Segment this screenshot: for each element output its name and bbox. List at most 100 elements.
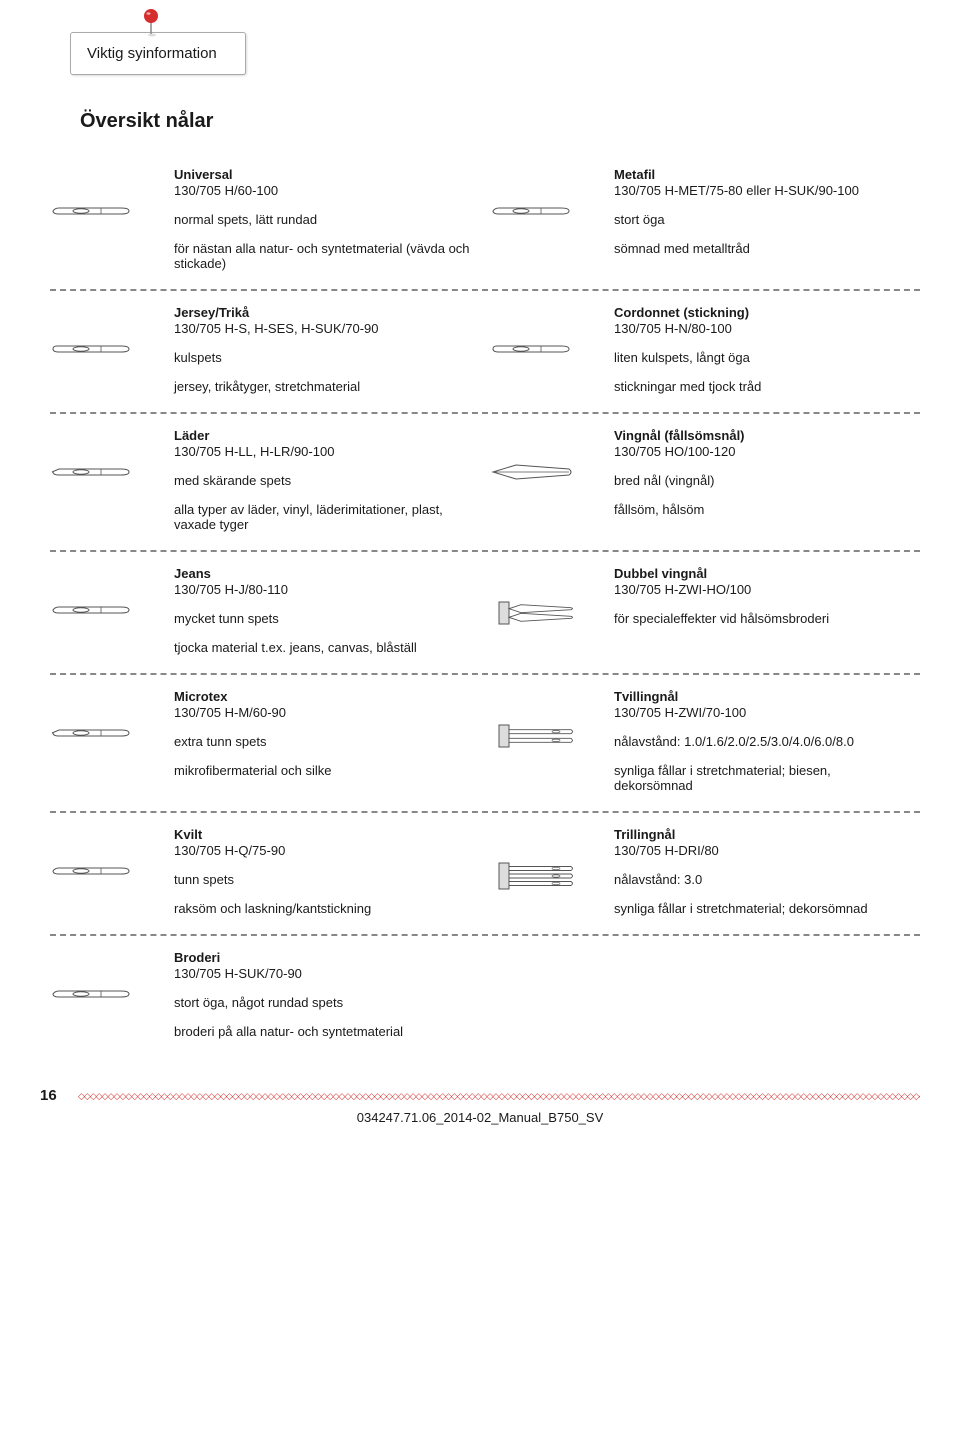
pin-icon — [140, 8, 162, 38]
needle-tip: stort öga, något rundad spets — [174, 995, 470, 1010]
needle-cell: Jeans 130/705 H-J/80-110 mycket tunn spe… — [50, 566, 480, 659]
needle-tip: tunn spets — [174, 872, 470, 887]
needle-spec: 130/705 H-ZWI/70-100 — [614, 705, 910, 720]
needle-spec: 130/705 H-DRI/80 — [614, 843, 910, 858]
needle-text: Jeans 130/705 H-J/80-110 mycket tunn spe… — [174, 566, 480, 659]
needle-use: alla typer av läder, vinyl, läderimitati… — [174, 502, 470, 532]
needle-use: raksöm och laskning/kantstickning — [174, 901, 470, 916]
needle-icon — [50, 566, 140, 620]
page-number: 16 — [40, 1087, 70, 1104]
needle-row: Microtex 130/705 H-M/60-90 extra tunn sp… — [50, 675, 920, 813]
needle-cell: Broderi 130/705 H-SUK/70-90 stort öga, n… — [50, 950, 480, 1043]
needle-title: Trillingnål — [614, 827, 910, 842]
needle-icon — [50, 167, 140, 221]
needle-spec: 130/705 H-S, H-SES, H-SUK/70-90 — [174, 321, 470, 336]
needle-text: Broderi 130/705 H-SUK/70-90 stort öga, n… — [174, 950, 480, 1043]
needle-tip: mycket tunn spets — [174, 611, 470, 626]
needle-icon — [490, 827, 580, 891]
needle-tip: nålavstånd: 3.0 — [614, 872, 910, 887]
needle-title: Vingnål (fållsömsnål) — [614, 428, 910, 443]
needle-row: Kvilt 130/705 H-Q/75-90 tunn spets raksö… — [50, 813, 920, 936]
needle-tip: kulspets — [174, 350, 470, 365]
needle-spec: 130/705 H/60-100 — [174, 183, 470, 198]
needle-icon — [490, 305, 580, 359]
needle-title: Jeans — [174, 566, 470, 581]
needle-text: Läder 130/705 H-LL, H-LR/90-100 med skär… — [174, 428, 480, 536]
needle-tip: bred nål (vingnål) — [614, 473, 910, 488]
needle-spec: 130/705 H-J/80-110 — [174, 582, 470, 597]
needle-row: Broderi 130/705 H-SUK/70-90 stort öga, n… — [50, 936, 920, 1057]
needle-title: Microtex — [174, 689, 470, 704]
needle-use: sömnad med metalltråd — [614, 241, 910, 256]
needle-row: Jeans 130/705 H-J/80-110 mycket tunn spe… — [50, 552, 920, 675]
needle-rows: Universal 130/705 H/60-100 normal spets,… — [50, 153, 920, 1057]
needle-title: Dubbel vingnål — [614, 566, 910, 581]
needle-tip: liten kulspets, långt öga — [614, 350, 910, 365]
needle-icon — [50, 305, 140, 359]
needle-cell: Universal 130/705 H/60-100 normal spets,… — [50, 167, 480, 275]
needle-cell: Cordonnet (stickning) 130/705 H-N/80-100… — [490, 305, 920, 398]
needle-text: Jersey/Trikå 130/705 H-S, H-SES, H-SUK/7… — [174, 305, 480, 398]
needle-tip: med skärande spets — [174, 473, 470, 488]
page-footer: 16 ◇◇◇◇◇◇◇◇◇◇◇◇◇◇◇◇◇◇◇◇◇◇◇◇◇◇◇◇◇◇◇◇◇◇◇◇◇… — [40, 1087, 920, 1104]
needle-text: Microtex 130/705 H-M/60-90 extra tunn sp… — [174, 689, 480, 782]
needle-row: Läder 130/705 H-LL, H-LR/90-100 med skär… — [50, 414, 920, 552]
needle-text: Universal 130/705 H/60-100 normal spets,… — [174, 167, 480, 275]
needle-icon — [50, 689, 140, 743]
needle-text: Metafil 130/705 H-MET/75-80 eller H-SUK/… — [614, 167, 920, 260]
needle-spec: 130/705 H-M/60-90 — [174, 705, 470, 720]
needle-use: mikrofibermaterial och silke — [174, 763, 470, 778]
needle-text: Dubbel vingnål 130/705 H-ZWI-HO/100 för … — [614, 566, 920, 630]
needle-icon — [490, 689, 580, 749]
needle-use: fållsöm, hålsöm — [614, 502, 910, 517]
needle-spec: 130/705 H-LL, H-LR/90-100 — [174, 444, 470, 459]
needle-icon — [50, 950, 140, 1004]
needle-text: Kvilt 130/705 H-Q/75-90 tunn spets raksö… — [174, 827, 480, 920]
needle-text: Vingnål (fållsömsnål) 130/705 HO/100-120… — [614, 428, 920, 521]
needle-text: Tvillingnål 130/705 H-ZWI/70-100 nålavst… — [614, 689, 920, 797]
needle-use: broderi på alla natur- och syntetmateria… — [174, 1024, 470, 1039]
needle-text: Trillingnål 130/705 H-DRI/80 nålavstånd:… — [614, 827, 920, 920]
needle-title: Jersey/Trikå — [174, 305, 470, 320]
needle-cell: Metafil 130/705 H-MET/75-80 eller H-SUK/… — [490, 167, 920, 275]
needle-use: stickningar med tjock tråd — [614, 379, 910, 394]
needle-spec: 130/705 H-SUK/70-90 — [174, 966, 470, 981]
needle-title: Universal — [174, 167, 470, 182]
needle-tip: nålavstånd: 1.0/1.6/2.0/2.5/3.0/4.0/6.0/… — [614, 734, 910, 749]
needle-icon — [490, 566, 580, 626]
needle-row: Jersey/Trikå 130/705 H-S, H-SES, H-SUK/7… — [50, 291, 920, 414]
needle-cell: Dubbel vingnål 130/705 H-ZWI-HO/100 för … — [490, 566, 920, 659]
decorative-diamonds: ◇◇◇◇◇◇◇◇◇◇◇◇◇◇◇◇◇◇◇◇◇◇◇◇◇◇◇◇◇◇◇◇◇◇◇◇◇◇◇◇… — [78, 1091, 920, 1101]
needle-title: Cordonnet (stickning) — [614, 305, 910, 320]
document-id: 034247.71.06_2014-02_Manual_B750_SV — [40, 1110, 920, 1125]
needle-cell: Trillingnål 130/705 H-DRI/80 nålavstånd:… — [490, 827, 920, 920]
needle-cell: Vingnål (fållsömsnål) 130/705 HO/100-120… — [490, 428, 920, 536]
needle-text: Cordonnet (stickning) 130/705 H-N/80-100… — [614, 305, 920, 398]
overview-title: Översikt nålar — [80, 110, 920, 133]
needle-title: Metafil — [614, 167, 910, 182]
needle-spec: 130/705 H-MET/75-80 eller H-SUK/90-100 — [614, 183, 910, 198]
needle-title: Tvillingnål — [614, 689, 910, 704]
needle-spec: 130/705 H-ZWI-HO/100 — [614, 582, 910, 597]
needle-spec: 130/705 H-N/80-100 — [614, 321, 910, 336]
needle-row: Universal 130/705 H/60-100 normal spets,… — [50, 153, 920, 291]
needle-cell: Microtex 130/705 H-M/60-90 extra tunn sp… — [50, 689, 480, 797]
needle-tip: normal spets, lätt rundad — [174, 212, 470, 227]
needle-icon — [490, 428, 580, 482]
needle-tip: extra tunn spets — [174, 734, 470, 749]
needle-title: Kvilt — [174, 827, 470, 842]
needle-use: synliga fållar i stretchmaterial; dekors… — [614, 901, 910, 916]
info-note: Viktig syinformation — [70, 32, 246, 75]
needle-use: synliga fållar i stretchmaterial; biesen… — [614, 763, 910, 793]
needle-spec: 130/705 HO/100-120 — [614, 444, 910, 459]
needle-cell: Läder 130/705 H-LL, H-LR/90-100 med skär… — [50, 428, 480, 536]
needle-use: för specialeffekter vid hålsömsbroderi — [614, 611, 910, 626]
needle-cell: Jersey/Trikå 130/705 H-S, H-SES, H-SUK/7… — [50, 305, 480, 398]
needle-icon — [50, 827, 140, 881]
needle-tip: stort öga — [614, 212, 910, 227]
needle-spec: 130/705 H-Q/75-90 — [174, 843, 470, 858]
needle-use: tjocka material t.ex. jeans, canvas, blå… — [174, 640, 470, 655]
needle-cell: Kvilt 130/705 H-Q/75-90 tunn spets raksö… — [50, 827, 480, 920]
needle-cell — [490, 950, 920, 1043]
needle-icon — [50, 428, 140, 482]
